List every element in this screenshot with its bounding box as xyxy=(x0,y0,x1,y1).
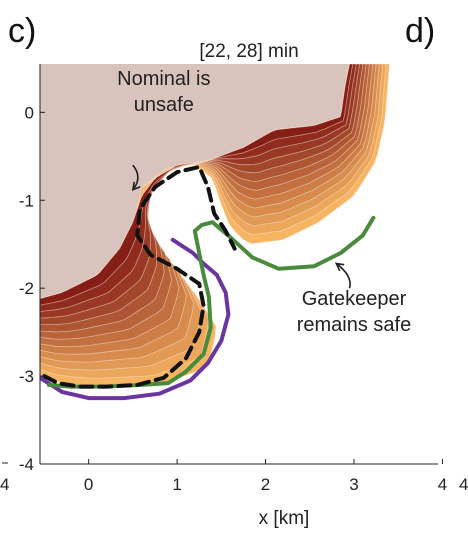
x-tick-label: 0 xyxy=(84,475,93,494)
y-tick-label: -2 xyxy=(19,279,34,298)
fire-region xyxy=(40,64,350,299)
purple-boundary-line xyxy=(40,237,231,401)
x-tick-label: 1 xyxy=(172,475,181,494)
y-tick-label: -3 xyxy=(19,367,34,386)
spread-fronts xyxy=(40,64,390,388)
y-tick-label: 0 xyxy=(25,103,34,122)
gatekeeper-trajectory-line xyxy=(46,215,376,389)
annotation-nominal-line-2: unsafe xyxy=(134,94,194,116)
annotation-nominal-line-1: Nominal is xyxy=(117,68,210,90)
x-axis-label: x [km] xyxy=(259,508,310,529)
chart-title: [22, 28] min xyxy=(199,41,298,62)
annotation-gatekeeper-line-1: Gatekeeper xyxy=(302,288,407,310)
annotation-nominal-arrow xyxy=(131,164,141,192)
x-tick-label: 4 xyxy=(438,475,447,494)
y-tick-label: -4 xyxy=(19,455,34,474)
panel-label-d: d) xyxy=(405,12,435,50)
y-tick-label: -1 xyxy=(19,191,34,210)
x-tick-label: 2 xyxy=(261,475,270,494)
spread-front-band xyxy=(40,64,354,306)
plot-area xyxy=(40,64,390,401)
x-ticks: 0 1 2 3 4 xyxy=(84,459,447,494)
nominal-trajectory-line xyxy=(42,164,237,389)
y-ticks: 0 -1 -2 -3 -4 xyxy=(19,103,45,474)
panel-label-c: c) xyxy=(8,12,36,50)
annotation-gatekeeper-arrow xyxy=(334,262,351,289)
axes: 0 1 2 3 4 0 -1 -2 -3 -4 xyxy=(19,64,447,494)
x-tick-label: 3 xyxy=(349,475,358,494)
annotation-gatekeeper-line-2: remains safe xyxy=(297,314,412,336)
annotations: Nominal is unsafe Gatekeeper remains saf… xyxy=(117,68,411,336)
left-panel-edge-tick: 4 xyxy=(0,475,9,494)
right-panel-edge-tick: 4 xyxy=(459,475,468,494)
